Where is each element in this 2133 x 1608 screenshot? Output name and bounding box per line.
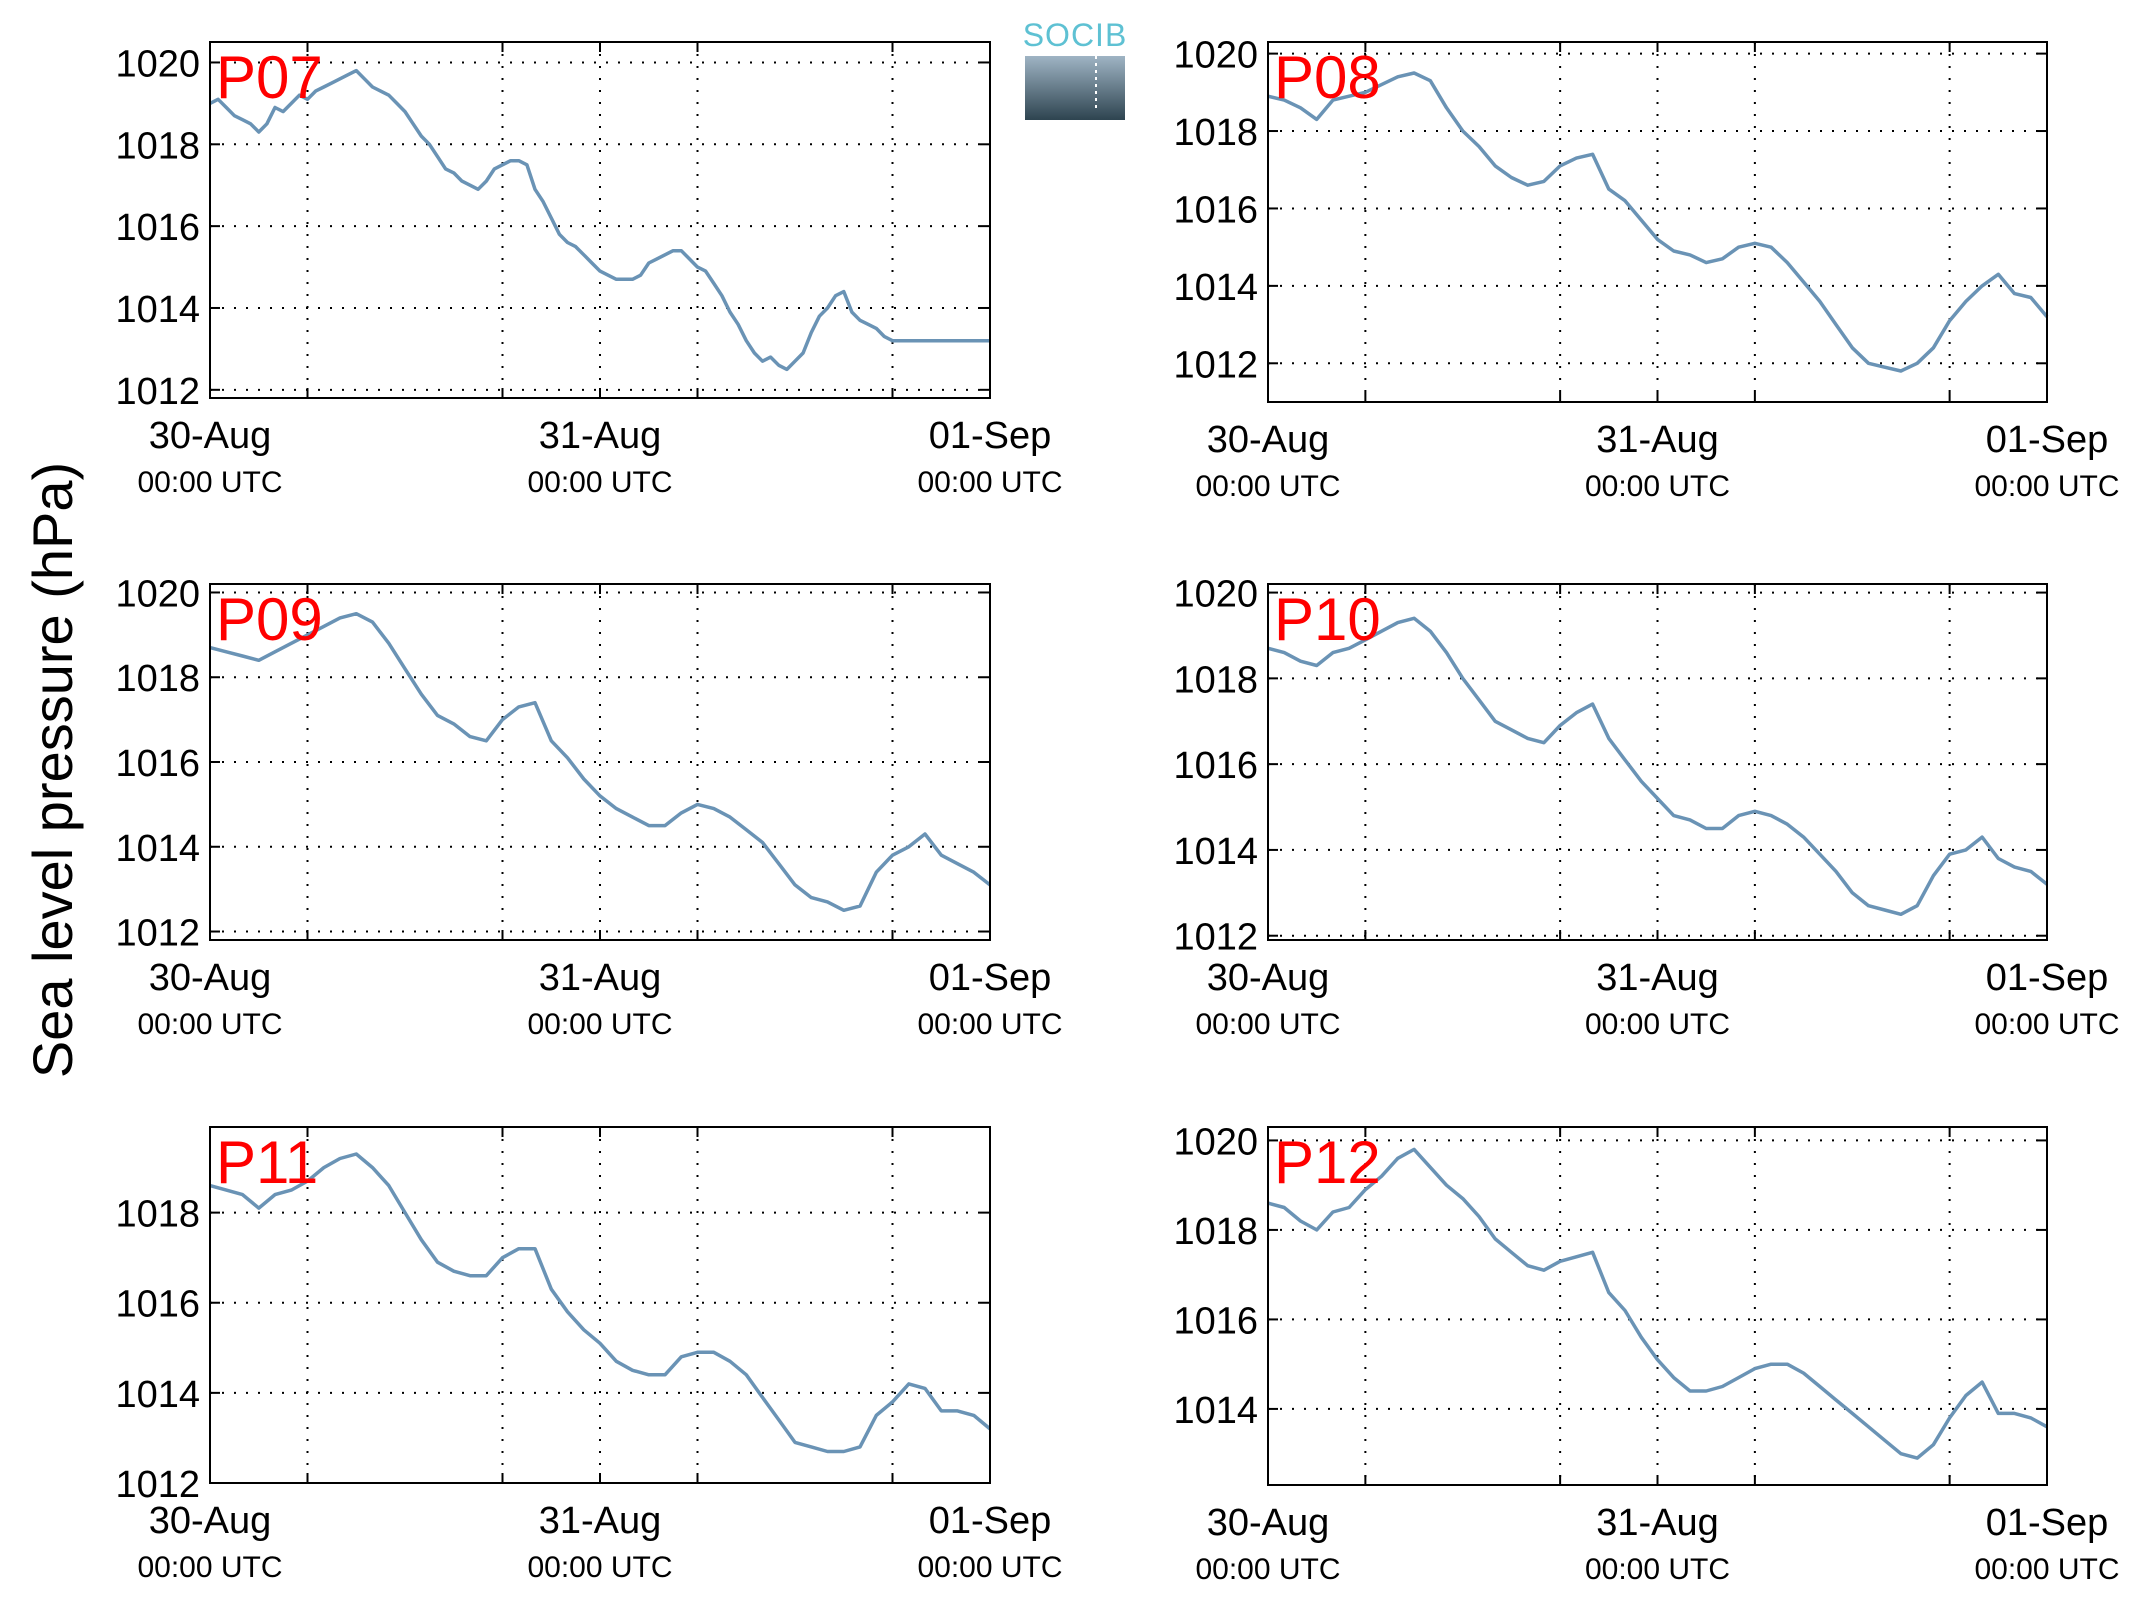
x-tick-date-label: 01-Sep [929,957,1052,999]
gridlines [210,42,990,398]
x-tick-date-label: 31-Aug [539,957,662,999]
y-tick-label: 1016 [1173,745,1258,787]
x-tick-time-label: 00:00 UTC [1195,1553,1340,1586]
x-tick-date-label: 01-Sep [1986,957,2109,999]
y-tick-label: 1020 [115,43,200,85]
station-label: P11 [216,1129,318,1196]
y-tick-label: 1018 [115,1194,200,1236]
y-tick-label: 1012 [115,371,200,413]
x-tick-time-label: 00:00 UTC [137,1551,282,1584]
chart-panel-p09: 1012 1014 1016 1018 1020 30-Aug 00:00 UTC 31-Au… [115,573,1062,1041]
y-tick-label: 1016 [1173,189,1258,231]
y-tick-label: 1018 [1173,1211,1258,1253]
x-tick-date-label: 31-Aug [1596,1502,1719,1544]
x-tick-date-label: 30-Aug [1207,1502,1330,1544]
x-tick-date-label: 01-Sep [1986,419,2109,461]
x-tick-date-label: 30-Aug [1207,419,1330,461]
pressure-series-line [209,611,992,913]
x-tick-time-label: 00:00 UTC [527,1008,672,1041]
station-label: P08 [1274,44,1381,111]
y-tick-label: 1014 [1173,1390,1258,1432]
y-tick-label: 1020 [115,573,200,615]
y-tick-label: 1018 [1173,659,1258,701]
x-tick-date-label: 01-Sep [929,1500,1052,1542]
y-tick-label: 1020 [1173,574,1258,616]
pressure-series-line [1267,616,2049,917]
x-tick-time-label: 00:00 UTC [527,466,672,499]
station-label: P12 [1274,1129,1381,1196]
station-label: P07 [216,44,323,111]
y-tick-label: 1014 [1173,831,1258,873]
x-tick-time-label: 00:00 UTC [1585,1553,1730,1586]
x-tick-time-label: 00:00 UTC [527,1551,672,1584]
y-tick-label: 1012 [1173,344,1258,386]
y-tick-label: 1016 [115,743,200,785]
x-tick-time-label: 00:00 UTC [917,466,1062,499]
y-tick-label: 1016 [115,1284,200,1326]
y-tick-label: 1014 [115,828,200,870]
x-tick-time-label: 00:00 UTC [137,1008,282,1041]
chart-panel-p12: 1014 1016 1018 1020 30-Aug 00:00 UTC 31-Aug 00:… [1173,1121,2119,1586]
x-tick-date-label: 30-Aug [149,415,272,457]
chart-panel-p07: 1012 1014 1016 1018 1020 30-Aug 00:00 UTC 31-Au… [115,41,1063,499]
chart-panel-p10: 1012 1014 1016 1018 1020 30-Aug 00:00 UTC 31-Au… [1173,574,2119,1041]
gridlines [1268,584,2047,940]
x-tick-time-label: 00:00 UTC [1585,1008,1730,1041]
x-tick-time-label: 00:00 UTC [1974,470,2119,503]
x-tick-time-label: 00:00 UTC [1585,470,1730,503]
x-tick-date-label: 31-Aug [1596,419,1719,461]
x-tick-date-label: 01-Sep [929,415,1052,457]
x-tick-date-label: 31-Aug [539,1500,662,1542]
x-tick-time-label: 00:00 UTC [1195,1008,1340,1041]
x-tick-time-label: 00:00 UTC [1974,1008,2119,1041]
y-tick-label: 1016 [115,207,200,249]
y-tick-label: 1020 [1173,1121,1258,1163]
y-tick-label: 1018 [115,658,200,700]
pressure-series-line [1267,71,2049,373]
y-tick-label: 1012 [1173,917,1258,959]
gridlines [1268,1127,2047,1485]
y-tick-label: 1020 [1173,35,1258,77]
socib-logo: SOCIB [1023,17,1128,120]
x-tick-date-label: 31-Aug [539,415,662,457]
pressure-series-line [209,68,990,372]
y-tick-label: 1018 [115,125,200,167]
socib-logo-text: SOCIB [1023,17,1128,53]
x-tick-time-label: 00:00 UTC [917,1551,1062,1584]
y-axis-label: Sea level pressure (hPa) [21,462,84,1078]
y-tick-label: 1014 [1173,267,1258,309]
y-tick-label: 1014 [115,1374,200,1416]
gridlines [210,584,990,940]
station-label: P09 [216,586,323,653]
x-tick-date-label: 30-Aug [149,957,272,999]
x-tick-date-label: 30-Aug [1207,957,1330,999]
pressure-series-line [1267,1147,2048,1460]
chart-panel-p11: 1012 1014 1016 1018 30-Aug 00:00 UTC 31-Aug 00:… [115,1126,1063,1584]
x-tick-time-label: 00:00 UTC [137,466,282,499]
pressure-series-line [209,1152,992,1454]
x-tick-time-label: 00:00 UTC [1974,1553,2119,1586]
x-tick-time-label: 00:00 UTC [917,1008,1062,1041]
station-label: P10 [1274,586,1381,653]
x-tick-date-label: 30-Aug [149,1500,272,1542]
y-tick-label: 1016 [1173,1300,1258,1342]
x-tick-time-label: 00:00 UTC [1195,470,1340,503]
y-tick-label: 1012 [115,913,200,955]
y-tick-label: 1014 [115,289,200,331]
y-tick-label: 1012 [115,1464,200,1506]
chart-panel-p08: 1012 1014 1016 1018 1020 30-Aug 00:00 UTC 31-Au… [1173,35,2119,503]
y-tick-label: 1018 [1173,112,1258,154]
x-tick-date-label: 31-Aug [1596,957,1719,999]
x-tick-date-label: 01-Sep [1986,1502,2109,1544]
